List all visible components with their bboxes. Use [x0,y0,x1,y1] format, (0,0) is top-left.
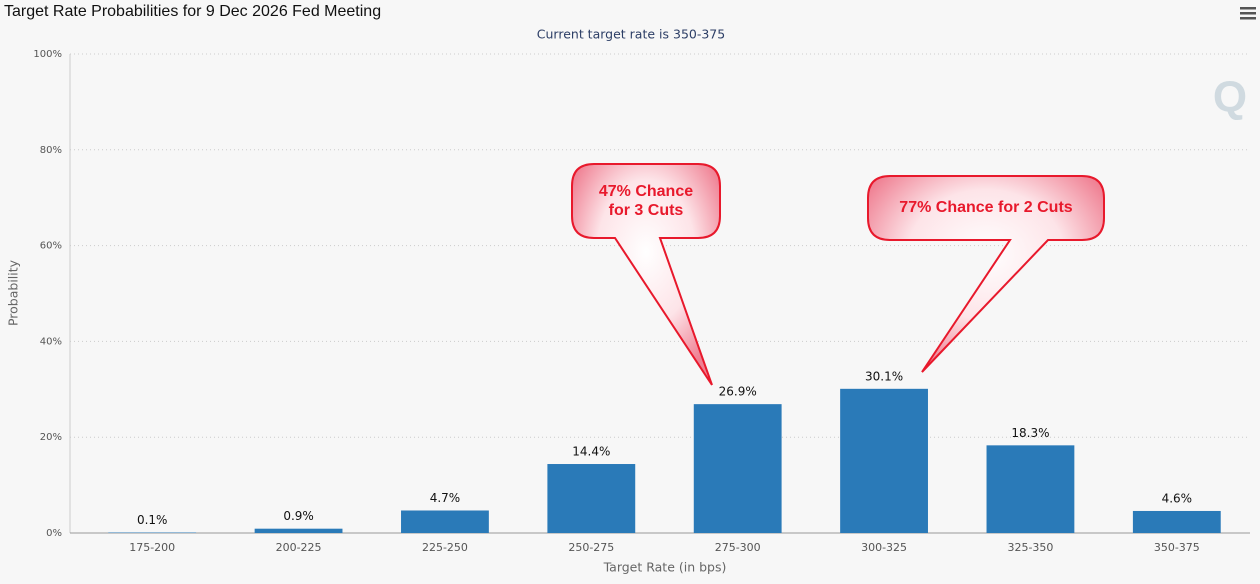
svg-text:Q: Q [1213,73,1247,122]
value-label: 26.9% [719,385,757,399]
y-tick-label: 40% [40,336,62,347]
value-label: 14.4% [572,445,610,459]
value-label: 18.3% [1011,426,1049,440]
callout-text: 77% Chance for 2 Cuts [899,199,1073,216]
bar [547,464,636,533]
bar [1132,510,1221,533]
bar [254,528,343,533]
y-tick-label: 0% [46,528,62,539]
x-tick-label: 175-200 [129,541,175,554]
menu-icon[interactable] [1240,7,1256,20]
bar [840,388,928,533]
logo: Q [1213,73,1247,122]
callout-bubble [867,175,1105,373]
chart-title: Target Rate Probabilities for 9 Dec 2026… [4,3,381,20]
x-tick-label: 275-300 [715,541,761,554]
bar [401,510,489,533]
x-axis-title: Target Rate (in bps) [603,560,727,575]
y-tick-label: 60% [40,241,62,252]
value-label: 4.6% [1162,491,1193,505]
y-tick-label: 20% [40,432,62,443]
x-tick-label: 250-275 [568,541,614,554]
bar [693,404,782,533]
y-tick-label: 100% [33,49,62,60]
value-label: 30.1% [865,369,903,383]
value-label: 4.7% [430,491,461,505]
y-tick-label: 80% [40,145,62,156]
bar [986,445,1075,533]
callout-text: 47% Chance for 3 Cuts [598,183,694,219]
value-label: 0.1% [137,513,168,527]
x-tick-label: 200-225 [276,541,322,554]
x-tick-label: 225-250 [422,541,468,554]
chart-subtitle: Current target rate is 350-375 [537,27,725,42]
x-tick-label: 350-375 [1154,541,1200,554]
x-tick-label: 325-350 [1007,541,1053,554]
x-tick-label: 300-325 [861,541,907,554]
value-label: 0.9% [283,509,314,523]
y-axis-title: Probability [6,259,21,326]
callout-bubble [571,163,721,386]
